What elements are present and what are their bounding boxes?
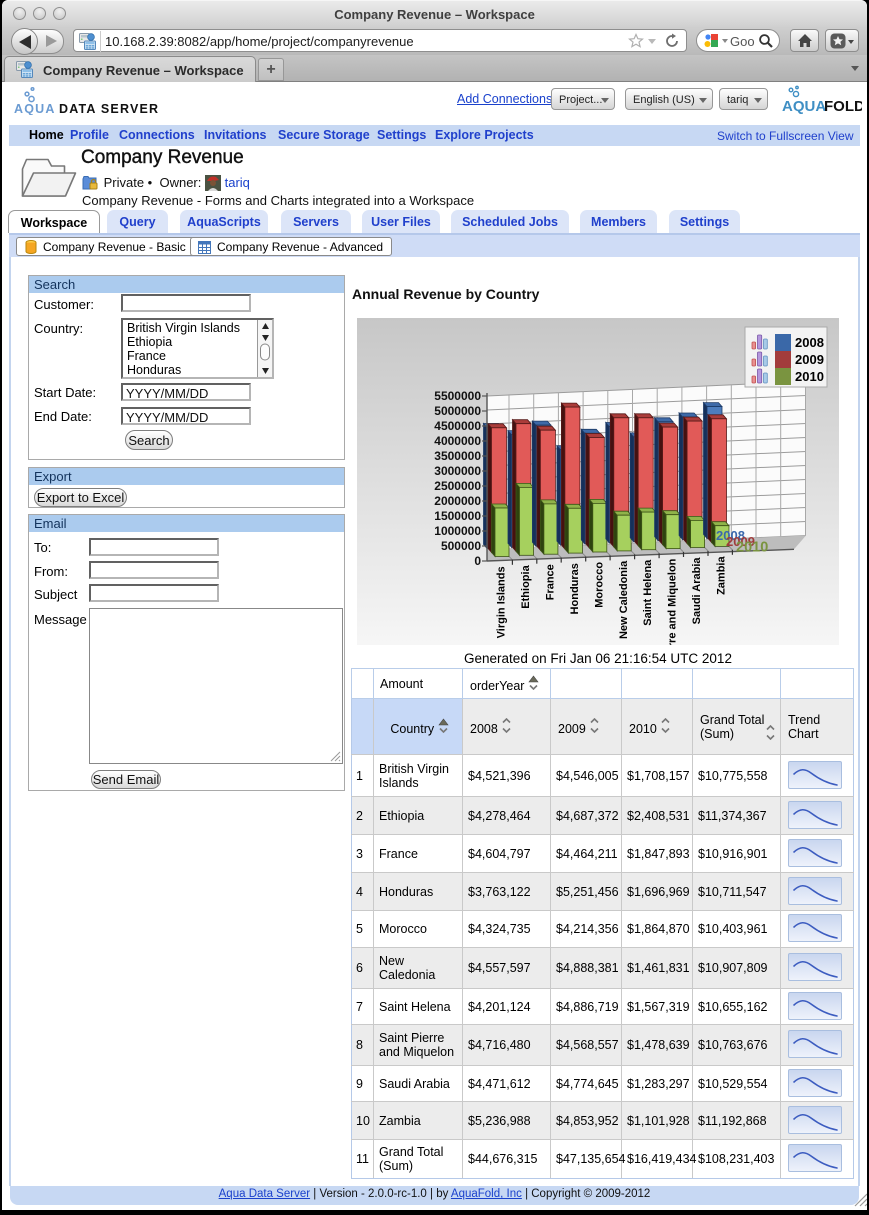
svg-text:2500000: 2500000: [434, 479, 481, 493]
svg-text:3500000: 3500000: [434, 449, 481, 463]
svg-text:2000000: 2000000: [434, 494, 481, 508]
svg-text:Virgin Islands: Virgin Islands: [496, 566, 508, 638]
svg-text:2009: 2009: [795, 352, 824, 367]
svg-text:rre and Miquelon: rre and Miquelon: [667, 558, 679, 645]
svg-text:Ethiopia: Ethiopia: [520, 564, 532, 608]
svg-text:FOLD: FOLD: [824, 98, 862, 115]
svg-text:2009: 2009: [726, 534, 755, 549]
svg-text:5500000: 5500000: [434, 389, 481, 403]
svg-text:3000000: 3000000: [434, 464, 481, 478]
svg-text:Morocco: Morocco: [593, 562, 605, 608]
svg-text:2008: 2008: [716, 528, 745, 543]
svg-text:500000: 500000: [441, 539, 481, 553]
svg-text:5000000: 5000000: [434, 404, 481, 418]
svg-text:2010: 2010: [795, 369, 824, 384]
svg-text:New Caledonia: New Caledonia: [618, 560, 630, 639]
svg-text:0: 0: [474, 554, 481, 568]
svg-text:Saudi Arabia: Saudi Arabia: [691, 557, 703, 625]
svg-text:France: France: [544, 564, 556, 600]
svg-text:1500000: 1500000: [434, 509, 481, 523]
svg-text:Zambia: Zambia: [716, 556, 728, 595]
svg-text:2010: 2010: [736, 540, 768, 556]
svg-text:Saint Helena: Saint Helena: [642, 559, 654, 626]
svg-text:4000000: 4000000: [434, 434, 481, 448]
svg-text:AQUA: AQUA: [14, 102, 56, 115]
svg-text:Honduras: Honduras: [569, 563, 581, 614]
svg-text:DATA SERVER: DATA SERVER: [59, 102, 159, 115]
svg-text:2008: 2008: [795, 335, 824, 350]
svg-text:1000000: 1000000: [434, 524, 481, 538]
svg-text:4500000: 4500000: [434, 419, 481, 433]
svg-text:AQUA: AQUA: [782, 98, 826, 115]
